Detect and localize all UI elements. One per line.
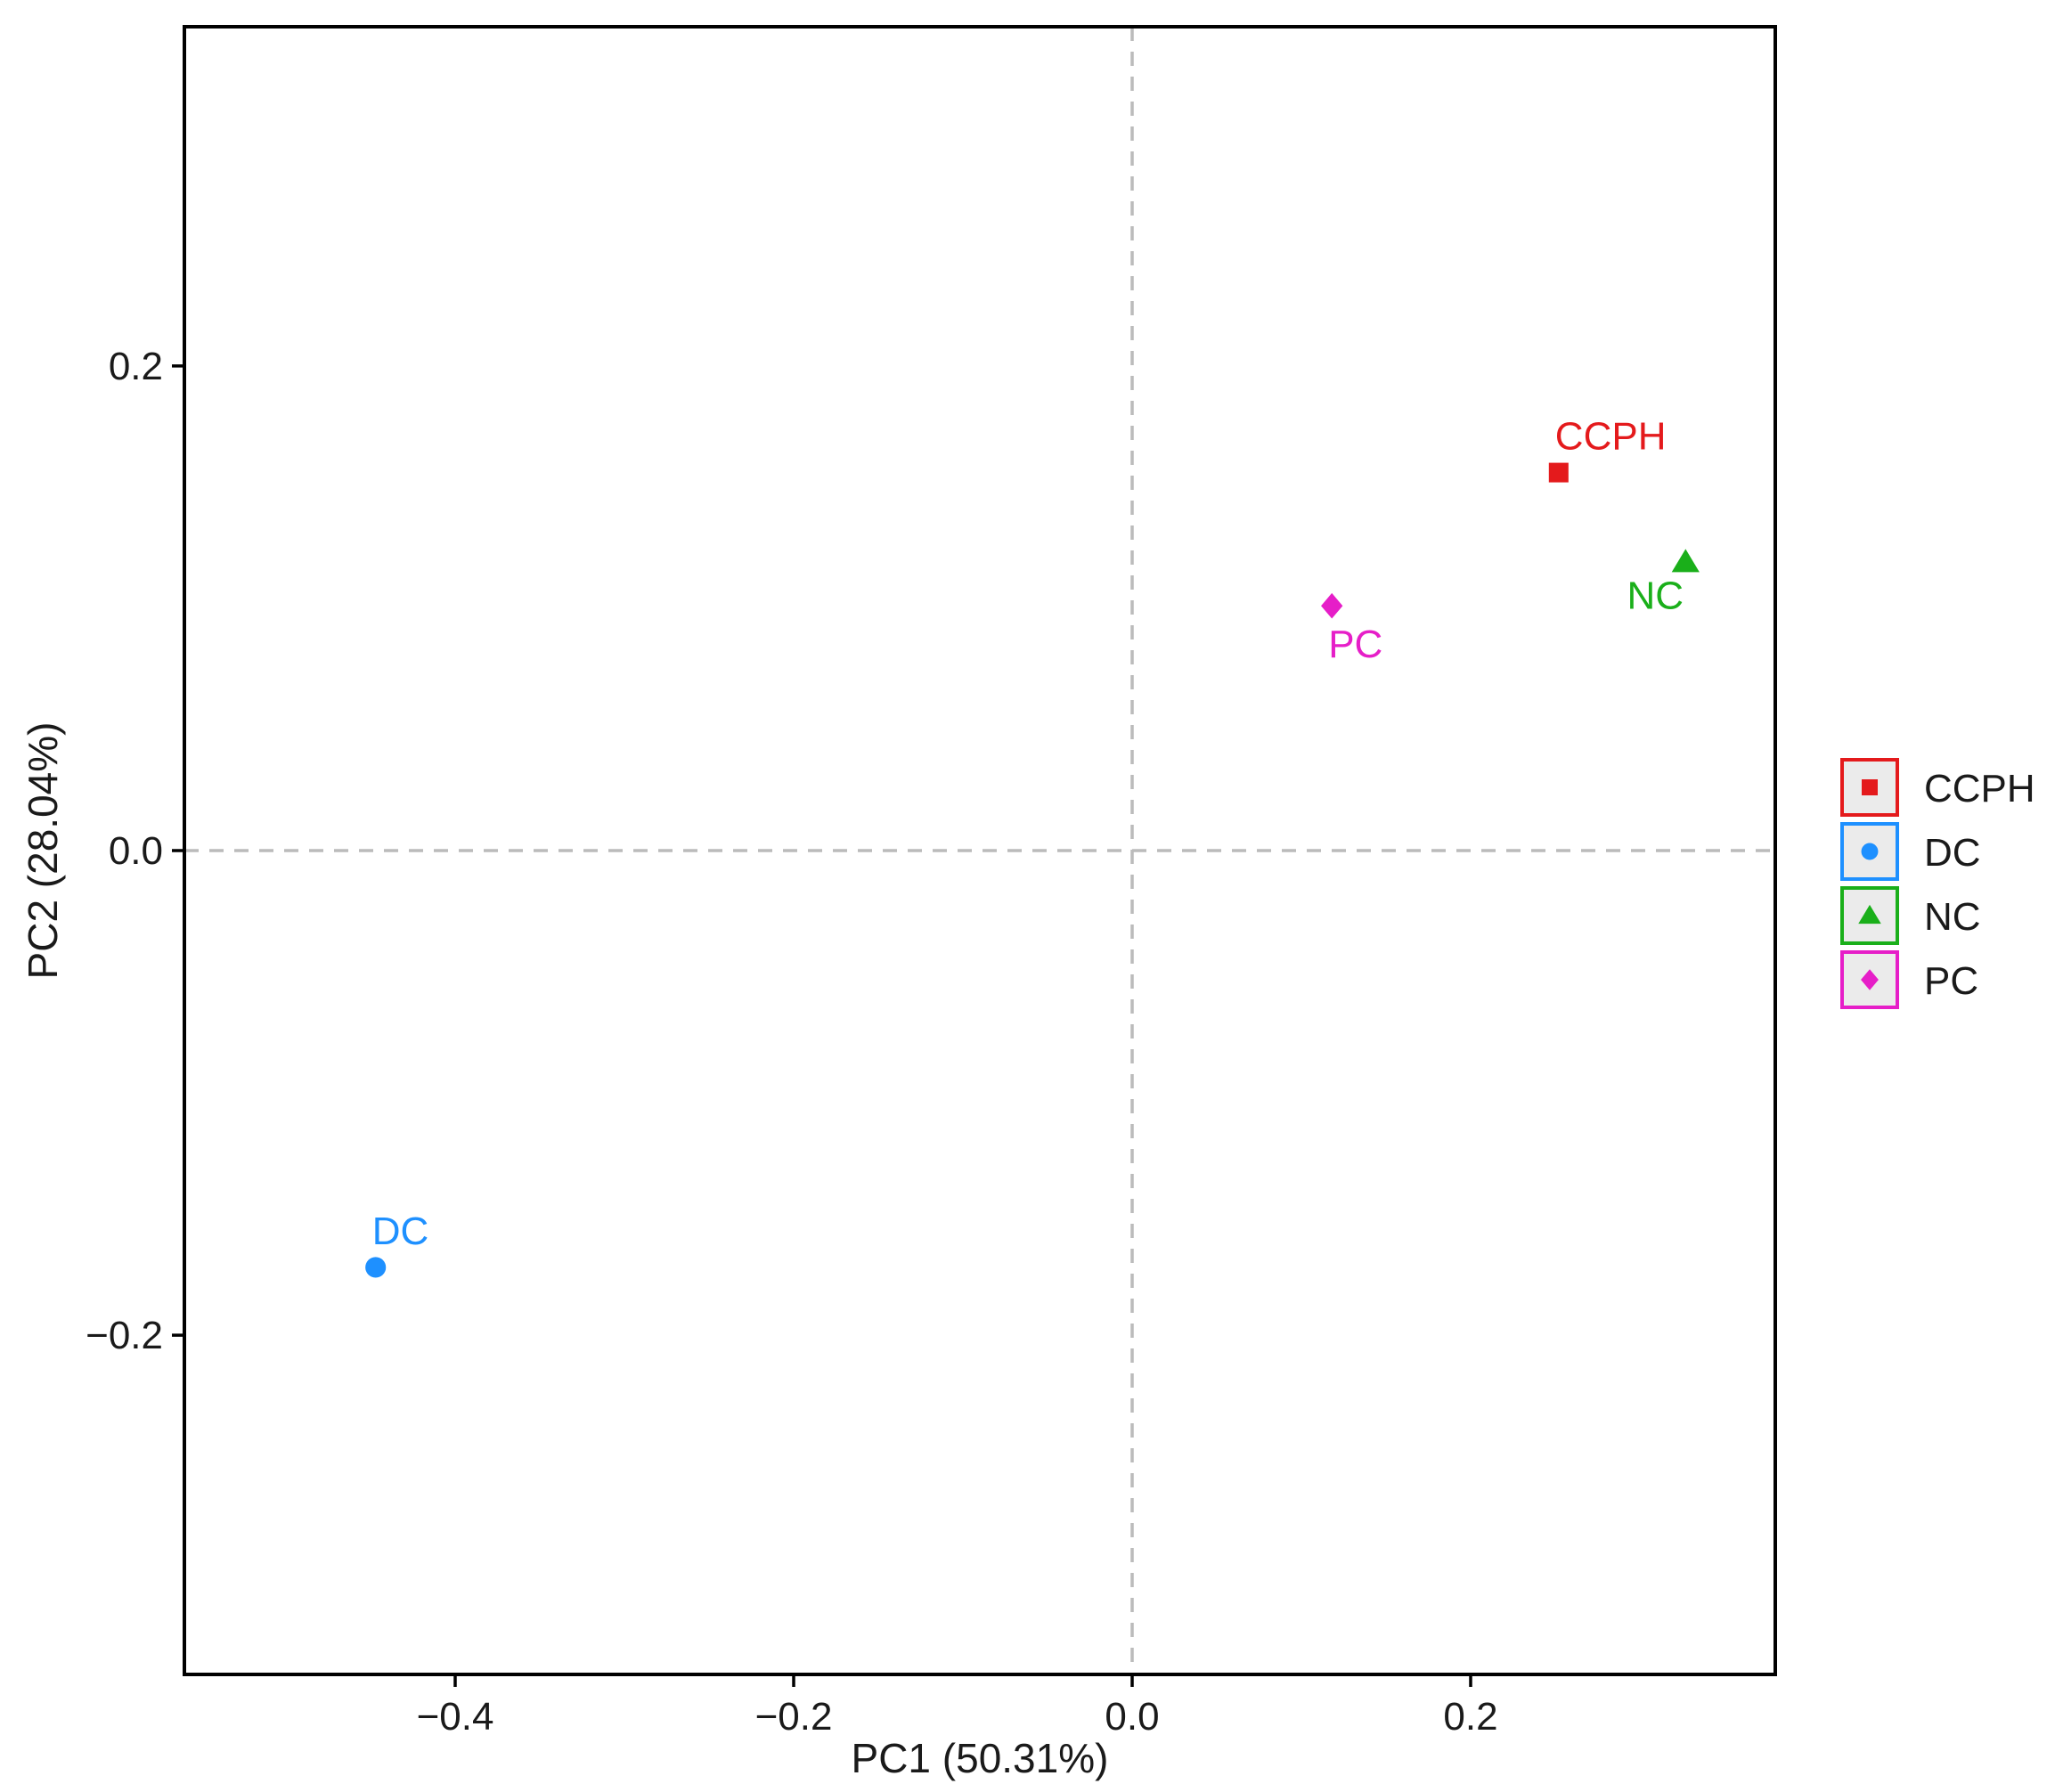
point-pc bbox=[1321, 592, 1343, 619]
x-tick-label: 0.2 bbox=[1443, 1695, 1497, 1739]
y-tick-label: 0.2 bbox=[109, 345, 163, 388]
legend-item-ccph: CCPH bbox=[1840, 758, 2035, 817]
legend-label: PC bbox=[1924, 959, 1978, 1003]
x-axis: −0.4 −0.2 0.0 0.2 bbox=[417, 1674, 1498, 1739]
legend-item-pc: PC bbox=[1840, 950, 1978, 1009]
legend: CCPH DC NC PC bbox=[1840, 758, 2035, 1009]
x-tick-label: −0.2 bbox=[755, 1695, 833, 1739]
reference-lines bbox=[184, 27, 1775, 1674]
legend-item-nc: NC bbox=[1840, 886, 1981, 945]
legend-item-dc: DC bbox=[1840, 822, 1981, 881]
x-axis-title: PC1 (50.31%) bbox=[852, 1735, 1109, 1781]
x-tick-label: 0.0 bbox=[1105, 1695, 1159, 1739]
point-label-nc: NC bbox=[1627, 574, 1684, 617]
point-label-pc: PC bbox=[1328, 623, 1382, 666]
legend-marker-dc bbox=[1861, 843, 1879, 860]
y-tick-label: 0.0 bbox=[109, 829, 163, 873]
legend-marker-pc bbox=[1861, 969, 1879, 990]
legend-label: CCPH bbox=[1924, 767, 2035, 810]
legend-key bbox=[1840, 886, 1899, 945]
legend-marker-ccph bbox=[1862, 779, 1878, 795]
legend-label: NC bbox=[1924, 895, 1981, 939]
legend-key bbox=[1840, 950, 1899, 1009]
x-tick-label: −0.4 bbox=[417, 1695, 494, 1739]
y-tick-label: −0.2 bbox=[86, 1314, 163, 1357]
legend-label: DC bbox=[1924, 831, 1981, 875]
point-label-ccph: CCPH bbox=[1555, 415, 1667, 459]
y-axis-title: PC2 (28.04%) bbox=[20, 722, 66, 980]
point-ccph bbox=[1548, 462, 1569, 483]
point-label-dc: DC bbox=[372, 1210, 429, 1253]
point-dc bbox=[365, 1257, 387, 1278]
legend-marker-nc bbox=[1858, 904, 1881, 925]
point-nc bbox=[1671, 549, 1700, 573]
legend-key bbox=[1840, 822, 1899, 881]
data-points: CCPH DC NC PC bbox=[365, 415, 1700, 1278]
y-axis: 0.2 0.0 −0.2 bbox=[86, 345, 184, 1357]
